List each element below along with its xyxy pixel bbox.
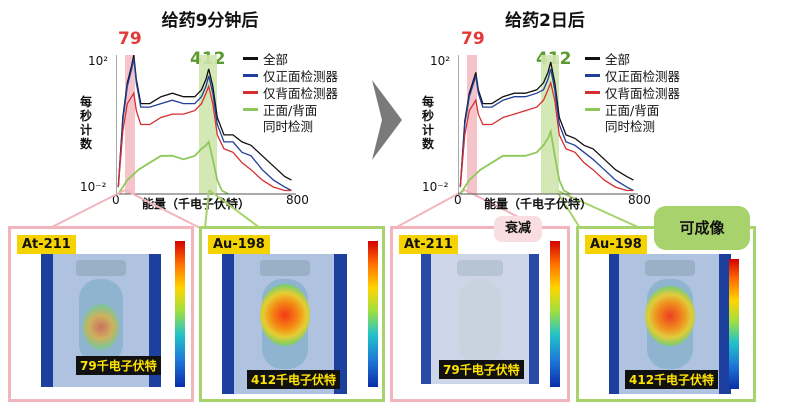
right-legend: 全部 仅正面检测器 仅背面检测器 正面/背面 同时检测 (585, 50, 680, 135)
series-front-line (117, 58, 292, 192)
heat-spot (83, 304, 119, 350)
legend-item-all: 全部 (243, 50, 338, 67)
left-peak-79-label: 79 (118, 29, 142, 49)
arrow-right-icon (372, 80, 402, 160)
color-scale (550, 241, 560, 387)
right-ytick-bottom: 10⁻² (422, 180, 449, 194)
legend-item-all: 全部 (585, 50, 680, 67)
series-back-line (459, 80, 634, 192)
energy-label: 412千电子伏特 (247, 370, 341, 389)
right-ytick-top: 10² (430, 54, 451, 68)
legend-swatch-coincidence (243, 108, 258, 111)
series-coincidence-line (459, 128, 571, 195)
right-xlabel: 能量（千电子伏特） (484, 197, 593, 211)
legend-item-coincidence: 正面/背面 (243, 101, 338, 118)
isotope-label: Au-198 (208, 235, 270, 254)
legend-item-front: 仅正面检测器 (243, 67, 338, 84)
energy-label: 79千电子伏特 (439, 360, 524, 379)
energy-label: 412千电子伏特 (625, 370, 719, 389)
legend-item-back: 仅背面检测器 (585, 84, 680, 101)
series-coincidence-line (117, 139, 229, 195)
left-panel-at211: At-211 79千电子伏特 (8, 226, 194, 402)
left-panel-au198: Au-198 412千电子伏特 (199, 226, 385, 402)
right-panel-au198: Au-198 412千电子伏特 (576, 226, 756, 402)
right-title: 给药2日后 (505, 11, 585, 31)
legend-item-coincidence-cont: 同时检测 (263, 119, 314, 134)
left-title: 给药9分钟后 (161, 11, 259, 31)
mouse-body (459, 279, 501, 364)
right-xtick-800: 800 (628, 193, 651, 207)
imaging-callout: 可成像 (654, 206, 750, 250)
color-scale (368, 241, 378, 387)
legend-item-coincidence: 正面/背面 (585, 101, 680, 118)
right-panel-at211: At-211 79千电子伏特 (390, 226, 570, 402)
legend-item-back: 仅背面检测器 (243, 84, 338, 101)
left-xtick-0: 0 (112, 193, 120, 207)
left-ytick-bottom: 10⁻² (80, 180, 107, 194)
right-peak79-band (467, 55, 477, 194)
isotope-label: At-211 (17, 235, 76, 254)
color-scale (175, 241, 185, 387)
energy-label: 79千电子伏特 (76, 356, 161, 375)
legend-item-coincidence-cont: 同时检测 (605, 119, 656, 134)
left-chart (116, 55, 296, 195)
left-legend: 全部 仅正面检测器 仅背面检测器 正面/背面 同时检测 (243, 50, 338, 135)
left-ytick-top: 10² (88, 54, 109, 68)
legend-swatch-back (243, 91, 258, 94)
series-back-line (117, 84, 292, 192)
legend-swatch-all (243, 57, 258, 60)
right-xtick-0: 0 (454, 193, 462, 207)
color-scale (729, 259, 739, 389)
mouse-head (76, 260, 126, 276)
mouse-head (457, 260, 503, 276)
series-front-line (459, 68, 634, 192)
heat-spot (645, 286, 695, 346)
series-all-line (459, 61, 634, 188)
attenuation-callout: 衰减 (494, 216, 542, 242)
mouse-head (260, 260, 310, 276)
heat-spot (260, 284, 310, 346)
series-all-line (117, 55, 292, 188)
left-peak79-band (125, 55, 135, 194)
right-peak412-band (541, 55, 559, 194)
isotope-label: Au-198 (585, 235, 647, 254)
right-ylabel: 每秒计数 (421, 95, 434, 151)
left-xtick-800: 800 (286, 193, 309, 207)
legend-item-front: 仅正面检测器 (585, 67, 680, 84)
mouse-head (645, 260, 695, 276)
left-ylabel: 每秒计数 (79, 95, 92, 151)
right-chart (458, 55, 638, 195)
right-peak-79-label: 79 (461, 29, 485, 49)
isotope-label: At-211 (399, 235, 458, 254)
legend-swatch-front (243, 74, 258, 77)
